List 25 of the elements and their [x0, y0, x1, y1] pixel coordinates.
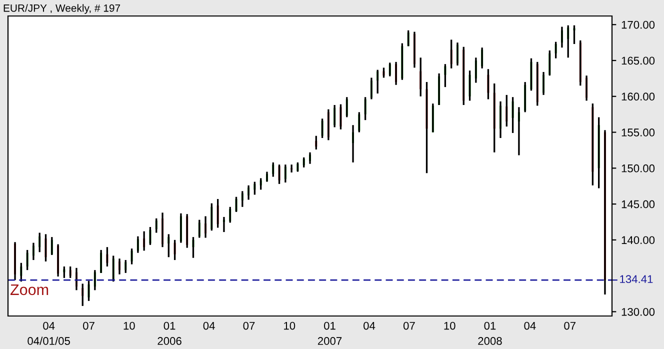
y-tick-label: 165.00 [622, 56, 655, 65]
x-tick-label: 10 [444, 322, 456, 330]
x-tick-label: 10 [284, 322, 296, 330]
ref-line-label: 134.41 [620, 275, 653, 284]
x-tick-label: 01 2007 [318, 322, 342, 345]
x-tick-label: 01 2006 [158, 322, 182, 345]
x-tick-label: 07 [403, 322, 415, 330]
y-tick-label: 130.00 [622, 308, 655, 316]
y-tick-label: 155.00 [622, 128, 655, 136]
x-tick-label: 07 [243, 322, 255, 330]
annotation: Zoom [10, 284, 48, 296]
x-tick-label: 07 [564, 322, 576, 330]
y-tick-label: 150.00 [622, 164, 655, 172]
y-tick-label: 170.00 [622, 20, 655, 29]
x-tick-label: 01 2008 [478, 322, 502, 345]
x-tick-label: 04 04/01/05 [28, 322, 70, 345]
x-tick-label: 10 [124, 322, 135, 330]
y-tick-label: 145.00 [622, 200, 655, 208]
x-tick-label: 07 [83, 322, 94, 330]
chart-title: EUR/JPY , Weekly, # 197 [4, 4, 120, 14]
x-tick-label: 04 [364, 322, 376, 330]
x-tick-label: 04 [524, 322, 536, 330]
y-tick-label: 160.00 [622, 92, 655, 101]
x-tick-label: 04 [203, 322, 215, 330]
y-tick-label: 140.00 [622, 236, 655, 244]
